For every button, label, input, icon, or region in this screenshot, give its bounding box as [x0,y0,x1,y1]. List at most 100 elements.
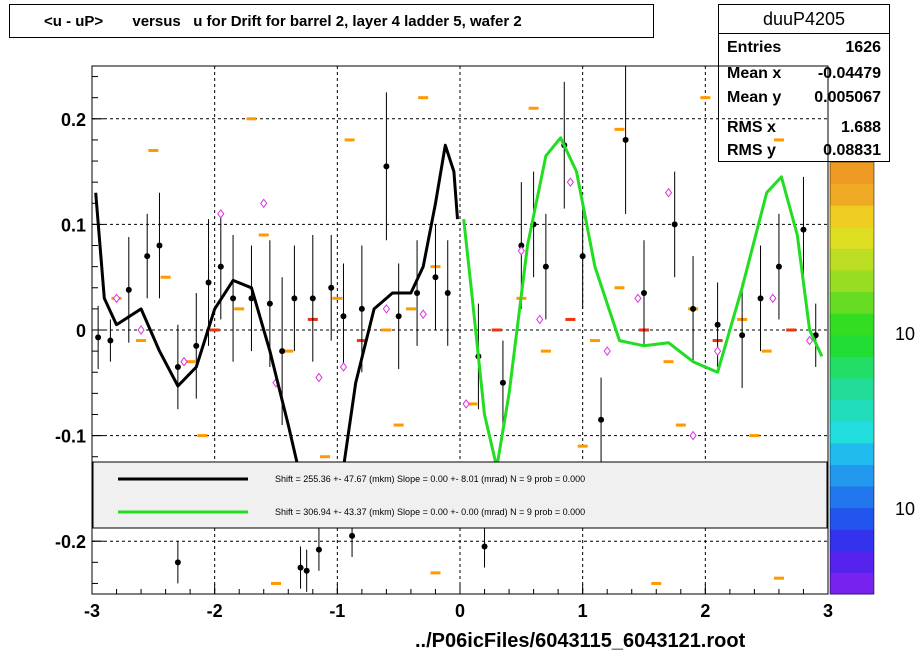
colz-cell [418,96,429,100]
profile-point [542,263,549,270]
palette-band [830,442,874,465]
file-label: ../P06icFiles/6043115_6043121.root [415,630,746,652]
profile-point [775,263,782,270]
colz-cell [786,328,797,332]
open-point [769,293,777,304]
colz-cell [405,307,416,311]
palette-band [830,486,874,509]
profile-point [800,226,807,233]
profile-point [95,334,102,341]
profile-point [340,313,347,320]
palette-band [830,270,874,293]
palette-band [830,334,874,357]
profile-point [395,313,402,320]
profile-point [579,253,586,260]
colz-cell [320,455,331,459]
stat-row-mean-y: Mean y 0.005067 [727,86,881,110]
profile-point [671,221,678,228]
open-point [382,304,391,314]
open-point [462,399,470,409]
stats-name: duuP4205 [719,5,889,34]
open-point [689,430,697,441]
colz-cell [540,349,551,353]
colz-cell [209,328,220,332]
stat-key: RMS x [727,119,776,136]
colz-cell [185,360,196,364]
colz-cell [430,571,441,575]
y-tick-label: -0.1 [55,427,86,447]
colz-cell [381,328,392,332]
stat-value: -0.04479 [817,65,881,82]
colz-cell [565,317,576,321]
colz-cell [614,286,625,290]
palette-band [830,356,874,379]
profile-point [291,295,298,302]
profile-point [193,342,200,349]
colz-cell [773,576,784,580]
profile-point [499,379,506,386]
open-point [217,209,225,219]
colz-cell [614,127,625,131]
profile-point [757,295,764,302]
colz-cell [467,402,478,406]
profile-point [125,286,132,293]
open-point [805,335,814,346]
colz-cell [160,275,171,279]
palette-band [830,550,874,573]
fit-curve-black [94,192,300,468]
title-box: <u - uP> versus u for Drift for barrel 2… [9,4,654,38]
profile-point [156,242,163,249]
x-tick-label: 1 [578,601,588,621]
palette-label: 10 [895,499,915,519]
palette-band [830,313,874,336]
y-tick-label: 0.1 [61,215,86,235]
colz-cell [675,423,686,427]
colz-cell [148,148,159,152]
open-point [339,362,348,372]
stat-key: Mean x [727,65,782,82]
profile-point [739,332,746,339]
open-point [664,187,673,198]
plot-canvas: -3 -2 -1 0 1 2 3 -0.2 -0.1 0 0.1 0.2 Shift = 255.36… [55,65,915,621]
stat-row-entries: Entries 1626 [727,36,881,60]
profile-point [144,253,151,260]
legend: Shift = 255.36 +- 47.67 (mkm) Slope = 0.… [92,461,828,529]
legend-box [92,461,828,529]
open-point [566,177,575,187]
colz-cell [393,423,404,427]
x-tick-label: 2 [700,601,710,621]
color-palette: 10 10 [829,161,915,595]
outlier-point [297,564,304,571]
profile-point [328,284,335,291]
palette-band [830,205,874,228]
palette-band [830,248,874,271]
palette-band [830,529,874,552]
outlier-point [174,559,181,566]
profile-point [641,290,647,297]
open-point [603,346,611,356]
open-point [180,356,188,367]
profile-point [414,290,421,297]
stat-key: RMS y [727,142,776,159]
colz-cell [271,581,281,585]
y-tick-label: 0.2 [61,110,86,130]
colz-cell [773,138,784,142]
profile-point [518,242,525,249]
stat-value: 0.08831 [823,142,881,159]
outlier-point [315,546,322,553]
x-tick-label: -2 [207,601,223,621]
profile-point [174,363,181,370]
palette-band [830,507,874,530]
colz-cell [136,339,147,343]
open-point [713,346,722,356]
y-tick-label: -0.2 [55,532,86,552]
x-tick-label: -3 [84,601,100,621]
colz-cell [749,434,760,438]
profile-point [279,348,286,355]
palette-band [830,291,874,314]
colz-cell [234,307,245,311]
palette-band [830,183,874,206]
outlier-point [303,567,310,574]
profile-point [444,290,451,297]
open-point [260,198,268,209]
